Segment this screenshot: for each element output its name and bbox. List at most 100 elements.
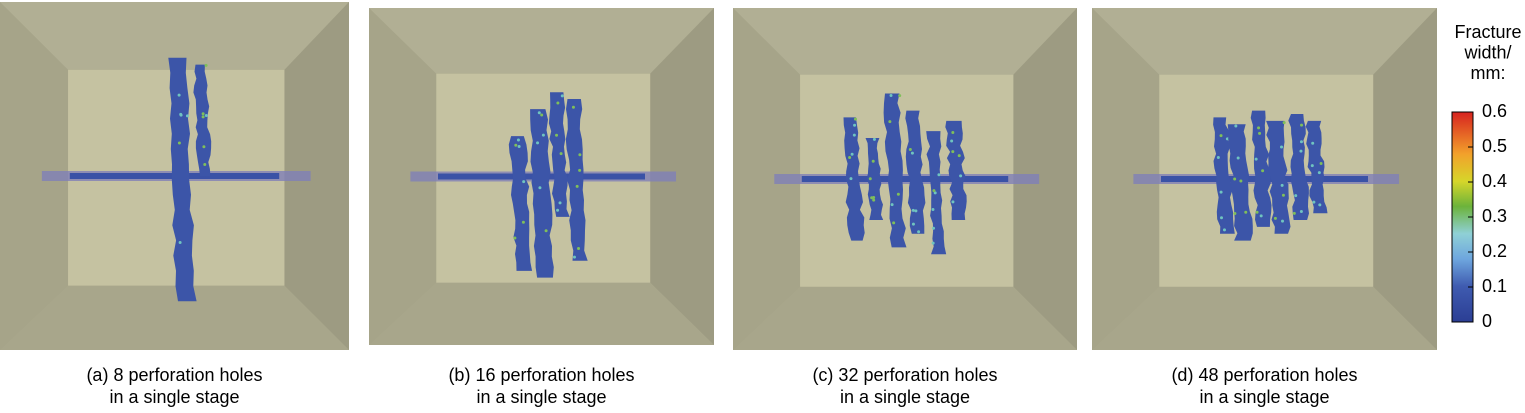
fracture-speck xyxy=(1244,210,1248,214)
colorbar-tick-label: 0.1 xyxy=(1482,276,1507,296)
fracture-speck xyxy=(1225,137,1229,141)
caption: (a) 8 perforation holes xyxy=(86,365,262,385)
fracture-speck xyxy=(848,156,852,160)
fracture-speck xyxy=(516,138,520,142)
fracture-speck xyxy=(931,241,935,245)
fracture xyxy=(905,110,926,234)
fracture-speck xyxy=(521,220,525,224)
wall-left xyxy=(0,2,69,350)
caption: in a single stage xyxy=(840,387,970,407)
panel xyxy=(1092,8,1437,350)
fracture-speck xyxy=(1234,124,1238,128)
fracture-speck xyxy=(537,111,541,115)
fracture-speck xyxy=(889,93,893,97)
wall-top xyxy=(1092,8,1437,75)
fracture-speck xyxy=(937,173,941,177)
colorbar-tick-label: 0.3 xyxy=(1482,206,1507,226)
panel xyxy=(733,8,1077,350)
fracture-speck xyxy=(908,147,912,151)
fracture-speck xyxy=(1233,211,1237,215)
fracture-speck xyxy=(1219,134,1223,138)
fracture-speck xyxy=(1216,155,1220,159)
wall-bottom xyxy=(369,282,714,345)
wall-right xyxy=(284,2,349,350)
fracture-speck xyxy=(1299,210,1303,214)
fracture-speck xyxy=(1318,203,1322,207)
caption: (c) 32 perforation holes xyxy=(812,365,997,385)
colorbar-title: mm: xyxy=(1471,63,1506,83)
fracture-speck xyxy=(890,203,894,207)
fracture-speck xyxy=(204,113,208,117)
fracture xyxy=(1250,110,1272,227)
fracture-speck xyxy=(555,133,559,137)
fracture-speck xyxy=(1258,131,1262,135)
fracture-speck xyxy=(578,153,582,157)
fracture-speck xyxy=(849,177,853,181)
colorbar-title: width/ xyxy=(1463,42,1511,62)
fracture-speck xyxy=(541,133,545,137)
wall-left xyxy=(733,8,801,350)
fracture-speck xyxy=(888,120,892,124)
fracture xyxy=(1266,120,1291,234)
wall-left xyxy=(1092,8,1160,350)
fracture-speck xyxy=(517,144,521,148)
fracture-speck xyxy=(1310,164,1314,168)
fracture-speck xyxy=(933,191,937,195)
fracture-speck xyxy=(513,236,517,240)
fracture-speck xyxy=(1219,190,1223,194)
fracture-speck xyxy=(185,114,189,118)
fracture-speck xyxy=(957,154,961,158)
colorbar-title: Fracture xyxy=(1454,22,1521,42)
fracture xyxy=(565,99,588,261)
fracture xyxy=(548,92,570,217)
fracture xyxy=(1288,114,1309,220)
fracture-speck xyxy=(179,113,183,117)
fracture-speck xyxy=(914,209,918,213)
caption: (b) 16 perforation holes xyxy=(448,365,634,385)
panel xyxy=(0,2,349,350)
fracture-speck xyxy=(911,208,915,212)
colorbar-tick-label: 0 xyxy=(1482,311,1492,331)
fracture-speck xyxy=(202,145,206,149)
fracture-speck xyxy=(951,131,955,135)
wall-bottom xyxy=(1092,286,1437,350)
fracture xyxy=(530,109,554,278)
fracture-speck xyxy=(1292,211,1296,215)
fracture-speck xyxy=(1273,216,1277,220)
fracture-speck xyxy=(950,139,954,143)
fracture-speck xyxy=(514,143,518,147)
fracture-speck xyxy=(558,201,562,205)
fracture-speck xyxy=(178,241,182,245)
fracture-speck xyxy=(931,208,935,212)
wall-left xyxy=(369,8,437,345)
fracture-speck xyxy=(201,115,205,119)
colorbar-tick-label: 0.2 xyxy=(1482,241,1507,261)
fracture-speck xyxy=(1299,140,1303,144)
fracture-speck xyxy=(560,94,564,98)
fracture-speck xyxy=(852,133,856,137)
fracture xyxy=(883,93,907,248)
fracture-speck xyxy=(578,168,582,172)
wall-right xyxy=(650,8,714,345)
wellbore-fracture xyxy=(801,176,1009,182)
fracture xyxy=(843,117,865,241)
fracture-speck xyxy=(556,208,560,212)
fracture-speck xyxy=(1294,194,1298,198)
caption: in a single stage xyxy=(476,387,606,407)
fracture-speck xyxy=(1317,171,1321,175)
wall-bottom xyxy=(733,286,1077,350)
wall-top xyxy=(369,8,714,74)
fracture-speck xyxy=(1257,126,1261,130)
fracture-speck xyxy=(1280,183,1284,187)
fracture-speck xyxy=(853,117,857,121)
fracture-speck xyxy=(872,195,876,199)
caption: (d) 48 perforation holes xyxy=(1171,365,1357,385)
fracture-speck xyxy=(536,141,540,145)
caption: in a single stage xyxy=(109,387,239,407)
fracture-speck xyxy=(1299,149,1303,153)
colorbar-tick-label: 0.4 xyxy=(1482,171,1507,191)
fracture-speck xyxy=(850,152,854,156)
fracture-speck xyxy=(204,63,208,67)
fracture-speck xyxy=(203,162,207,166)
